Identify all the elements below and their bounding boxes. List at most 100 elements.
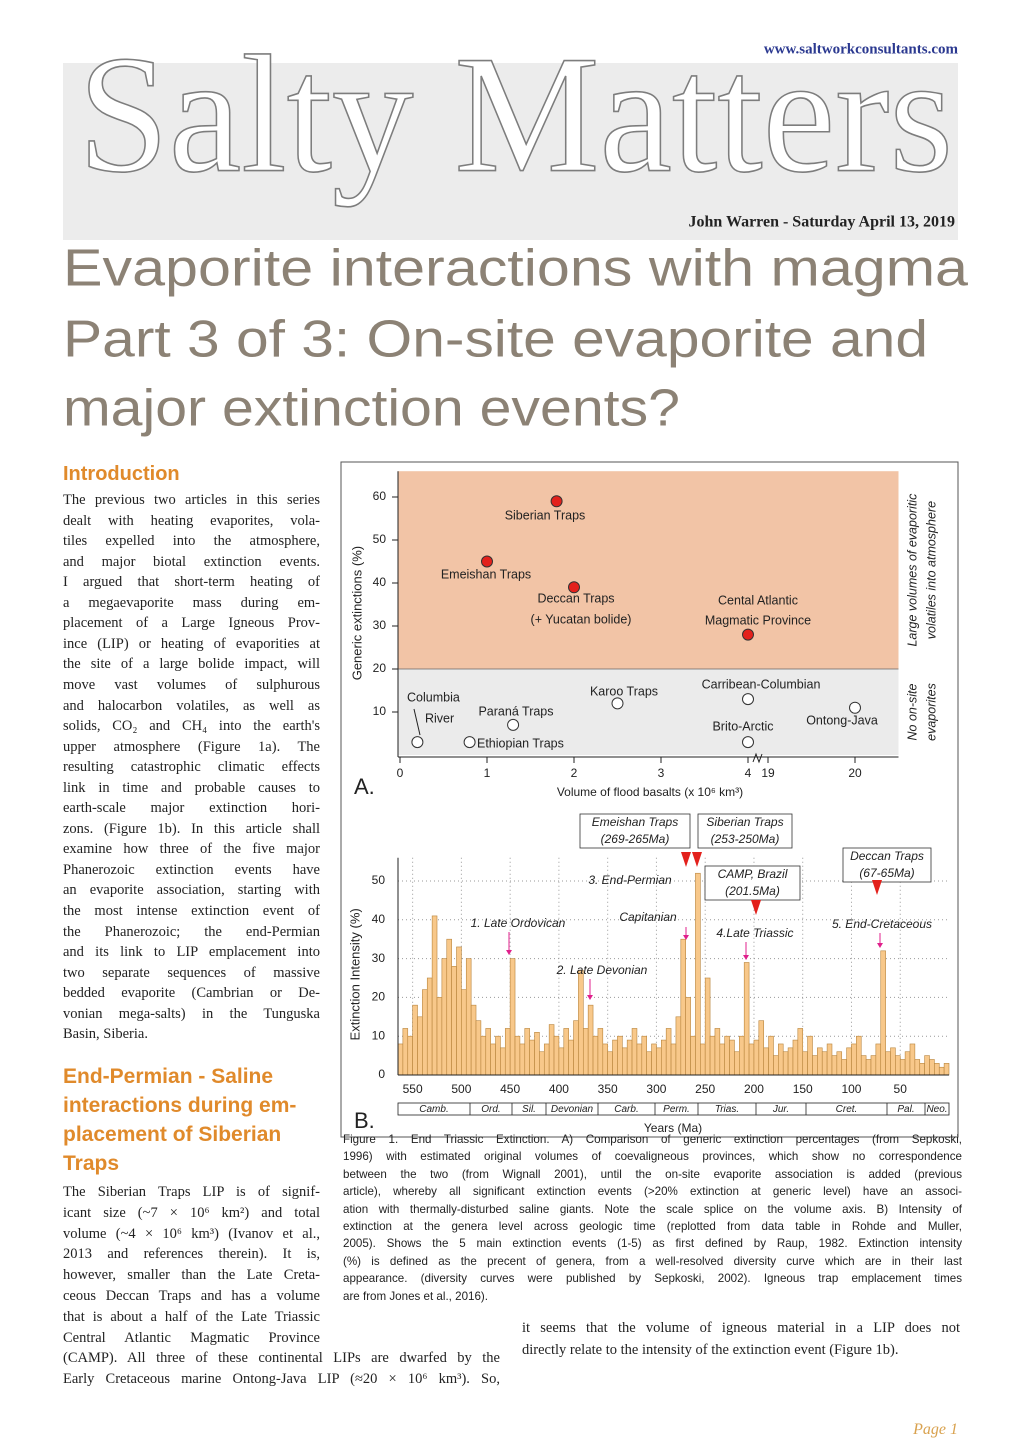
bar — [631, 1028, 638, 1076]
section-heading: End-Permian - Saline — [63, 1065, 274, 1088]
bar — [470, 1004, 477, 1076]
body-line: examine how three of the five major — [63, 841, 320, 858]
bar — [436, 997, 443, 1076]
zone-evaporite — [398, 471, 899, 669]
bar — [563, 1028, 569, 1076]
caption-line: (%) is defined as the precent of genera,… — [343, 1254, 962, 1268]
bar — [734, 1051, 740, 1076]
section-heading: Introduction — [63, 463, 180, 485]
figure-frame — [340, 461, 959, 1138]
bar — [402, 1028, 409, 1076]
bar — [412, 1004, 418, 1076]
bar — [792, 1039, 799, 1076]
body-line: bedded evaporite (Cambrian or De- — [63, 985, 320, 1002]
x-tick-label: 20 — [848, 766, 862, 780]
caption-line: are from Jones et al., 2016). — [343, 1289, 488, 1303]
body-line: it seems that the volume of igneous mate… — [522, 1320, 960, 1336]
bar — [856, 1035, 862, 1076]
bar — [607, 1051, 613, 1076]
bar — [543, 1043, 550, 1076]
caption-line: extinction at the genera level across ge… — [343, 1220, 962, 1233]
bar — [426, 977, 433, 1076]
bar — [651, 1043, 657, 1076]
bar — [860, 1055, 867, 1076]
trap-label: (269-265Ma) — [601, 832, 670, 846]
period-label: Perm. — [663, 1104, 690, 1115]
bar — [592, 1035, 599, 1076]
event-arrowhead — [743, 955, 749, 960]
body-line: placement of a Large Igneous Prov- — [63, 615, 320, 632]
point-label: Brito-Arctic — [712, 719, 773, 733]
body-line: that is about a half of the Late Triassi… — [63, 1308, 320, 1325]
point — [742, 628, 754, 641]
period-label: Jur. — [772, 1104, 789, 1115]
body-line: tiles expelled into the atmosphere, — [63, 533, 320, 550]
caption-line: Figure 1. End Triassic Extinction. A) Co… — [343, 1133, 962, 1146]
bar — [597, 1028, 604, 1076]
trap-box — [697, 813, 793, 849]
body-line: Early Cretaceous marine Ontong-Java LIP … — [63, 1371, 500, 1388]
bar — [870, 1055, 877, 1076]
bar — [851, 1043, 857, 1076]
period-bar — [397, 1102, 950, 1116]
x-tick-label: 250 — [695, 1082, 715, 1096]
body-line: icant size (~7 × 10⁶ km²) and total — [63, 1204, 320, 1221]
zone-label: volatiles into atmosphere — [924, 501, 938, 639]
bar — [797, 1028, 804, 1076]
trap-label: Emeishan Traps — [592, 815, 678, 829]
bar — [690, 1035, 696, 1076]
x-axis-title: Years (Ma) — [644, 1121, 702, 1135]
section-heading: placement of Siberian — [63, 1123, 282, 1146]
bar — [529, 1039, 535, 1076]
bar — [612, 1039, 618, 1076]
trap-arrow — [692, 852, 702, 867]
bar — [807, 1035, 813, 1076]
body-line: The Siberian Traps LIP is of signif- — [63, 1184, 320, 1200]
trap-box — [842, 847, 932, 883]
point — [481, 555, 493, 568]
bar — [758, 1020, 765, 1076]
zone-label: Large volumes of evaporitic — [905, 493, 919, 647]
bar — [641, 1035, 647, 1076]
point — [507, 718, 520, 731]
bar — [480, 1035, 487, 1076]
period-label: Trias. — [715, 1104, 739, 1115]
page-number: Page 1 — [913, 1421, 958, 1438]
y-axis-title: Extinction Intensity (%) — [347, 908, 362, 1040]
body-line: move vast volumes of sulphurous — [63, 676, 320, 693]
bar — [890, 1047, 896, 1076]
body-line: volume (~4 × 10⁶ km³) (Ivanov et al., — [63, 1225, 320, 1242]
x-axis-title: Volume of flood basalts (x 10⁶ km³) — [557, 785, 743, 799]
bar — [500, 1047, 506, 1076]
bar — [636, 1043, 643, 1076]
bar — [904, 1051, 911, 1076]
x-tick-label: 200 — [744, 1082, 764, 1096]
bar — [514, 1035, 521, 1076]
point — [742, 693, 754, 706]
trap-arrow — [751, 900, 761, 915]
body-line: the most intense extinction event of — [63, 903, 320, 919]
bar — [934, 1063, 940, 1076]
x-tick-label: 19 — [761, 766, 775, 780]
title-line: Part 3 of 3: On-site evaporite and — [63, 311, 928, 369]
period-label: Neo. — [926, 1104, 947, 1115]
x-tick-label: 4 — [745, 766, 752, 780]
y-tick-label: 10 — [373, 704, 387, 718]
axis-break — [752, 752, 763, 764]
bar — [924, 1055, 930, 1076]
y-tick-label: 60 — [373, 489, 387, 503]
bar — [573, 1020, 579, 1076]
point — [849, 701, 861, 714]
bar — [885, 1051, 891, 1076]
x-tick-label: 150 — [793, 1082, 813, 1096]
panel-label: A. — [354, 774, 375, 799]
point — [742, 736, 754, 749]
masthead-band — [63, 63, 958, 240]
event-label: 1. Late Ordovican — [471, 916, 566, 930]
bar — [578, 969, 584, 1076]
bar — [704, 977, 711, 1076]
bar — [812, 1055, 818, 1076]
y-tick-label: 10 — [372, 1028, 386, 1042]
point-label: (+ Yucatan bolide) — [531, 612, 632, 626]
bar — [695, 872, 701, 1076]
